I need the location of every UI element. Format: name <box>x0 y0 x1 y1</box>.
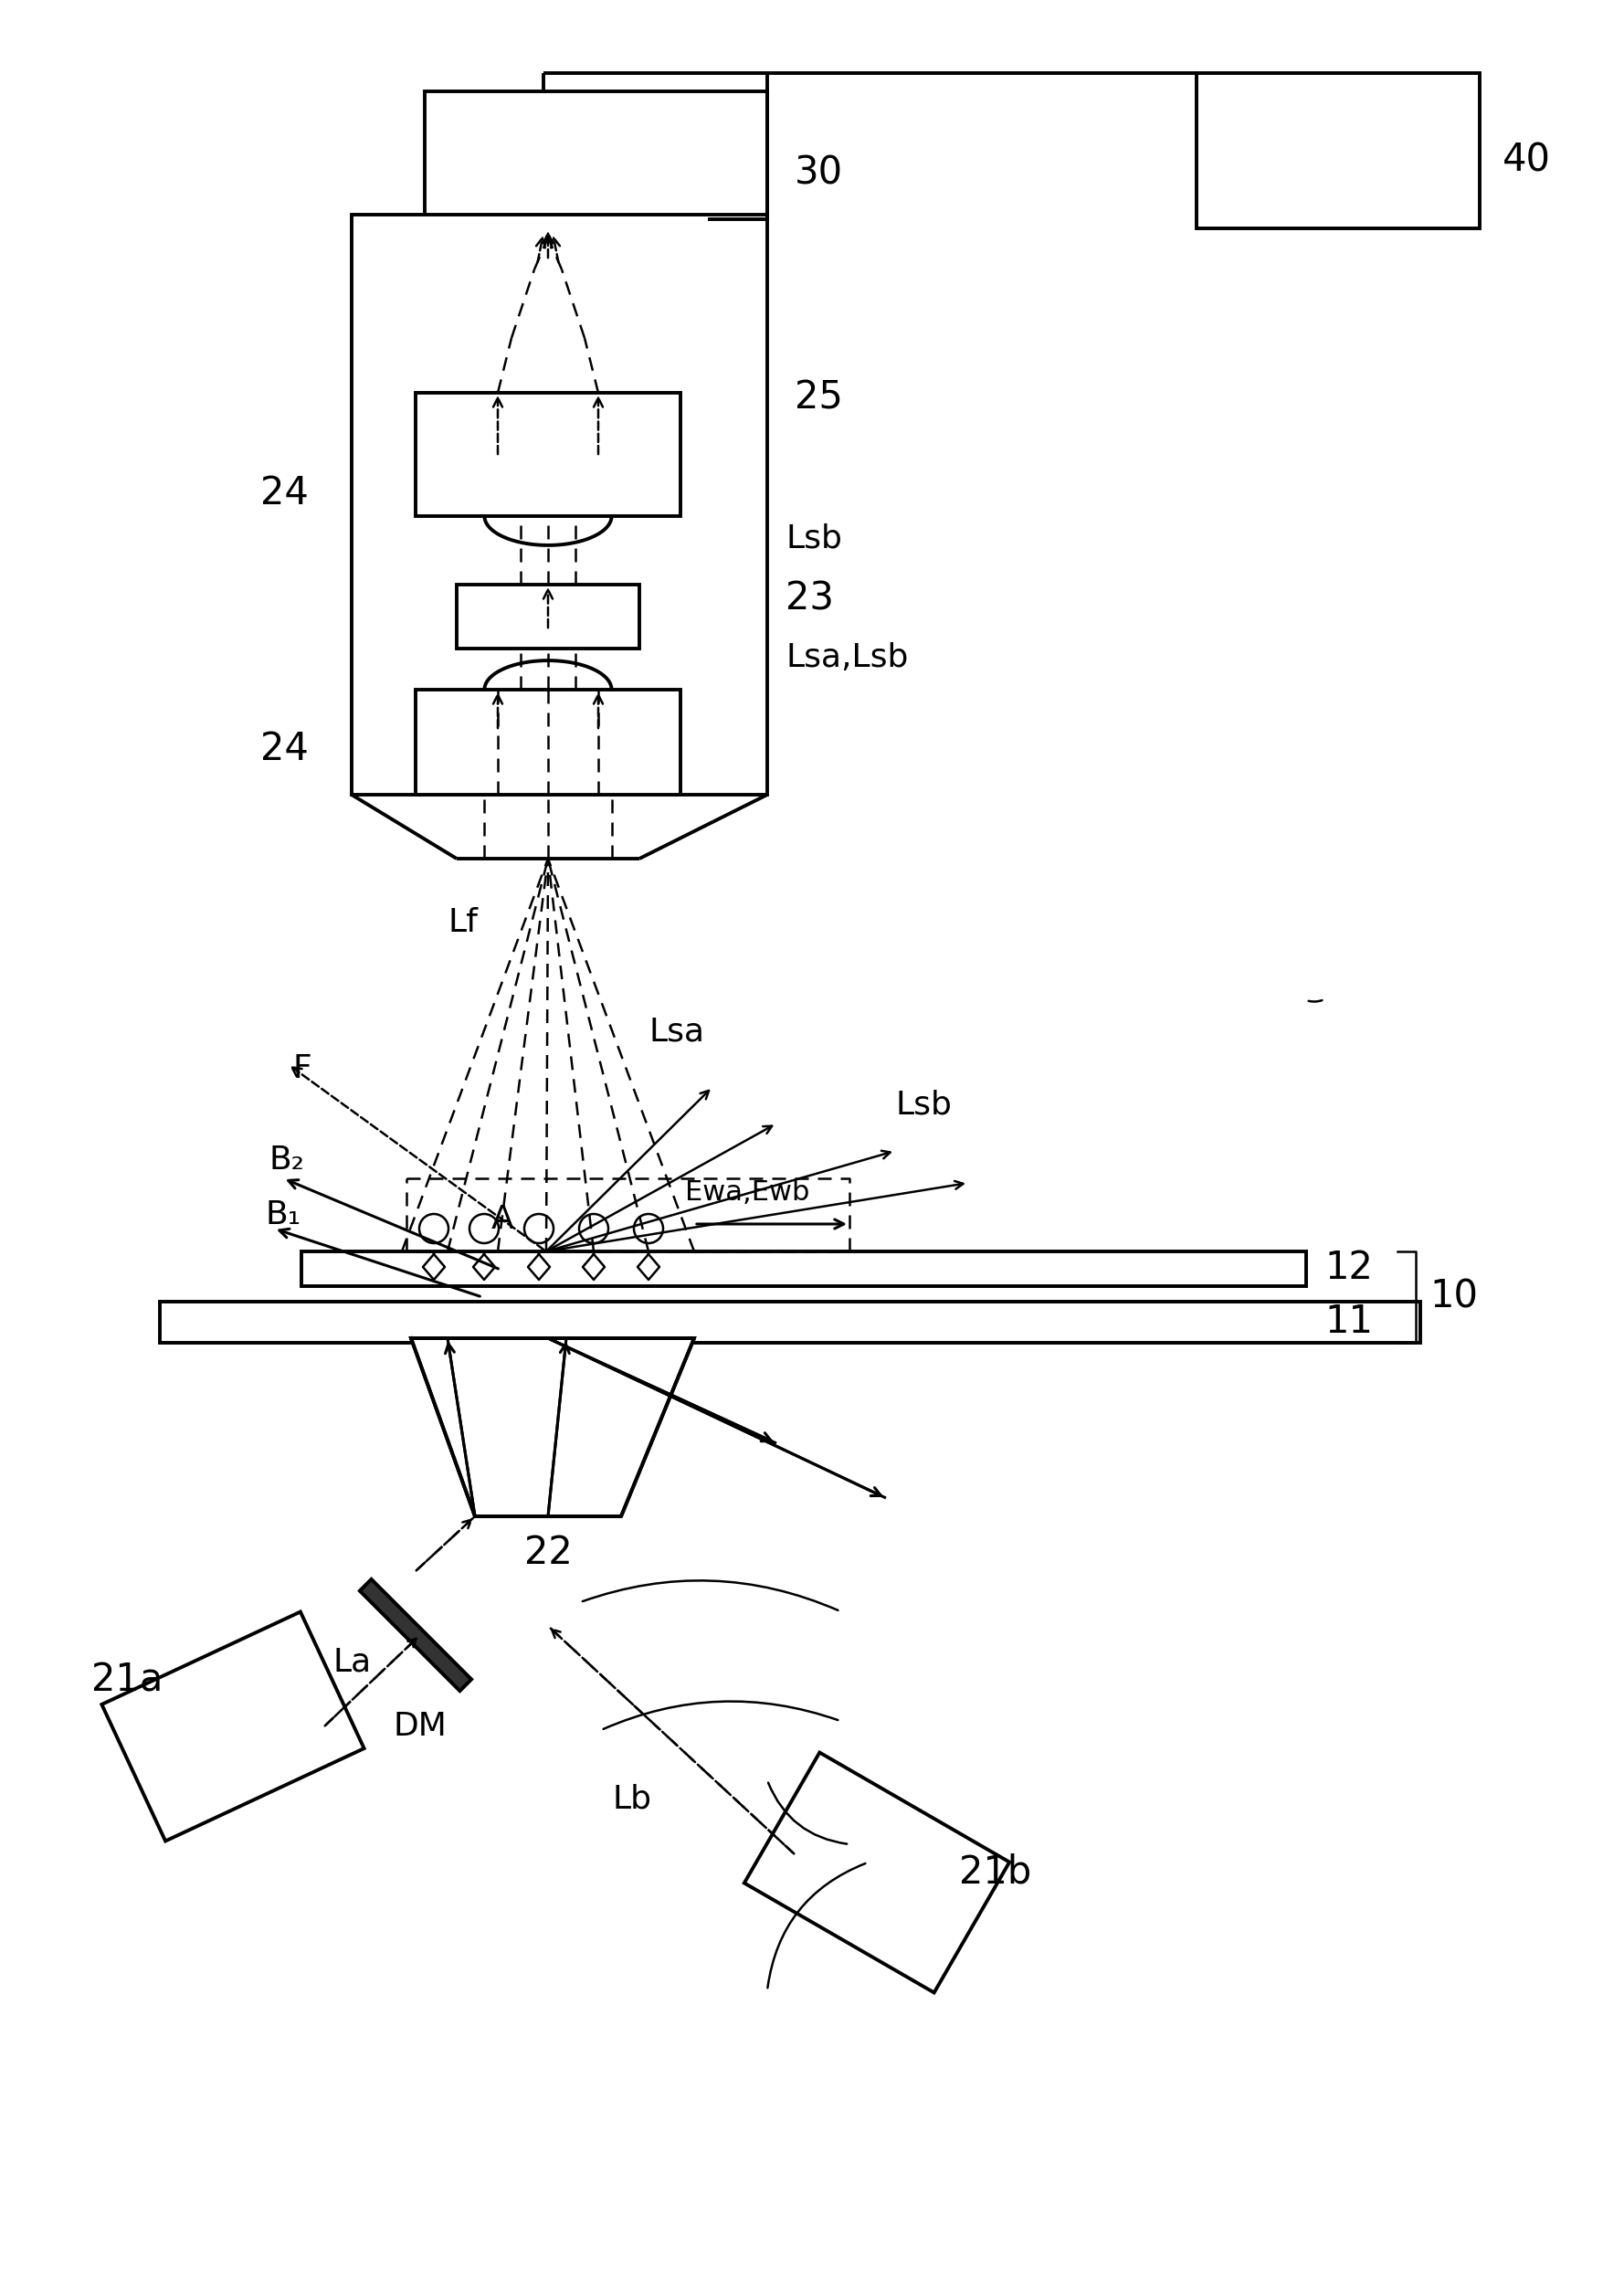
Text: Lf: Lf <box>448 908 477 937</box>
Text: 10: 10 <box>1429 1277 1478 1316</box>
Text: A: A <box>492 1205 515 1234</box>
Text: 30: 30 <box>794 154 843 193</box>
Text: Lsb: Lsb <box>786 524 841 554</box>
Text: 24: 24 <box>260 474 309 513</box>
Text: 22: 22 <box>525 1534 572 1572</box>
Text: La: La <box>333 1647 372 1679</box>
Text: 24: 24 <box>260 731 309 769</box>
Text: F: F <box>292 1053 312 1085</box>
Text: 40: 40 <box>1502 141 1551 179</box>
Polygon shape <box>744 1752 1010 1992</box>
Text: Lsb: Lsb <box>895 1089 952 1121</box>
Text: 23: 23 <box>786 579 833 617</box>
Text: DM: DM <box>393 1711 447 1743</box>
Bar <box>302 1252 1306 1287</box>
Text: Lsa,Lsb: Lsa,Lsb <box>786 642 908 674</box>
Bar <box>416 393 680 515</box>
Bar <box>159 1302 1421 1343</box>
Polygon shape <box>411 1339 693 1516</box>
Bar <box>1197 73 1479 229</box>
Bar <box>456 585 640 649</box>
Text: 11: 11 <box>1325 1302 1372 1341</box>
Text: Ewa,Ewb: Ewa,Ewb <box>685 1180 810 1205</box>
Text: 21a: 21a <box>91 1661 162 1699</box>
Polygon shape <box>102 1611 364 1840</box>
Text: 21b: 21b <box>960 1854 1031 1892</box>
Text: 25: 25 <box>794 379 843 417</box>
Text: B₂: B₂ <box>270 1144 305 1175</box>
Bar <box>352 216 767 794</box>
Text: 12: 12 <box>1325 1248 1372 1287</box>
Polygon shape <box>361 1579 471 1690</box>
Text: Lb: Lb <box>612 1783 651 1815</box>
Bar <box>416 690 680 794</box>
Bar <box>425 91 767 220</box>
Text: Lsa: Lsa <box>648 1017 705 1048</box>
Text: B₁: B₁ <box>265 1200 300 1230</box>
